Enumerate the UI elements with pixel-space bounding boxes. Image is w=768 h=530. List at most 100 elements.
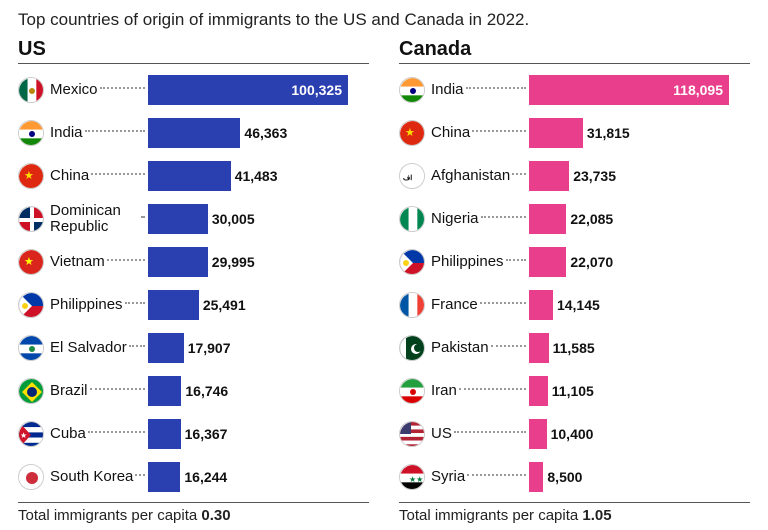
chart-row: Mexico 100,325	[18, 68, 369, 111]
leader-dots	[141, 216, 145, 218]
flag-icon	[18, 464, 44, 490]
leader-dots	[90, 388, 145, 390]
chart-canada: CanadaIndia118,095★China31,815افAfghanis…	[399, 38, 750, 524]
bar-cell: 100,325	[148, 75, 358, 105]
country-name: China	[431, 125, 470, 141]
bar-value: 11,585	[553, 340, 595, 356]
chart-row: ★ China 31,815	[399, 111, 750, 154]
bar-value: 10,400	[551, 426, 594, 442]
chart-row: India 46,363	[18, 111, 369, 154]
leader-dots	[466, 87, 526, 89]
label-cell: Nigeria	[399, 206, 529, 232]
flag-icon	[399, 249, 425, 275]
country-name: Iran	[431, 383, 457, 399]
bar-value: 30,005	[212, 211, 255, 227]
chart-row: ★ Cuba 16,367	[18, 412, 369, 455]
flag-icon	[18, 77, 44, 103]
chart-us: USMexico100,325India46,363★China41,483Do…	[18, 38, 369, 524]
bar-value: 31,815	[587, 125, 630, 141]
footer-prefix: Total immigrants per capita	[399, 507, 582, 524]
bar-value: 16,244	[184, 469, 227, 485]
country-name: Mexico	[50, 82, 98, 98]
svg-text:★: ★	[405, 127, 415, 139]
chart-row: ★China41,483	[18, 154, 369, 197]
label-cell: US	[399, 421, 529, 447]
bar: 16,244	[148, 462, 180, 492]
chart-row: El Salvador17,907	[18, 326, 369, 369]
flag-icon: ★	[18, 421, 44, 447]
bar: 31,815	[529, 118, 583, 148]
label-cell: South Korea	[18, 464, 148, 490]
country-name: India	[50, 125, 83, 141]
bar-cell: 31,815	[529, 118, 739, 148]
bar-cell: 29,995	[148, 247, 358, 277]
label-cell: اف Afghanistan	[399, 163, 529, 189]
bar-value: 22,085	[570, 211, 613, 227]
country-name: India	[431, 82, 464, 98]
leader-dots	[125, 302, 145, 304]
label-cell: Philippines	[399, 249, 529, 275]
footer-value: 0.30	[201, 507, 230, 524]
label-cell: ★★Syria	[399, 464, 529, 490]
leader-dots	[512, 173, 526, 175]
label-cell: Pakistan	[399, 335, 529, 361]
flag-icon	[18, 292, 44, 318]
chart-footer: Total immigrants per capita 0.30	[18, 502, 369, 524]
svg-text:★: ★	[20, 431, 27, 440]
bar-cell: 10,400	[529, 419, 739, 449]
bar-value: 118,095	[673, 82, 729, 98]
flag-icon	[399, 77, 425, 103]
bar: 16,367	[148, 419, 181, 449]
country-name: US	[431, 426, 452, 442]
chart-header: US	[18, 38, 369, 64]
chart-row: Nigeria 22,085	[399, 197, 750, 240]
bar-cell: 41,483	[148, 161, 358, 191]
country-name: France	[431, 297, 478, 313]
bar-cell: 22,070	[529, 247, 739, 277]
bar: 11,105	[529, 376, 548, 406]
country-name: Cuba	[50, 426, 86, 442]
chart-title: Top countries of origin of immigrants to…	[18, 10, 750, 30]
bar-value: 46,363	[244, 125, 287, 141]
country-name: Afghanistan	[431, 168, 510, 184]
flag-icon	[18, 378, 44, 404]
country-name: El Salvador	[50, 340, 127, 356]
bar-value: 16,367	[185, 426, 228, 442]
bar: 30,005	[148, 204, 208, 234]
flag-icon	[18, 120, 44, 146]
label-cell: El Salvador	[18, 335, 148, 361]
bar: 41,483	[148, 161, 231, 191]
bar-cell: 118,095	[529, 75, 739, 105]
bar-cell: 23,735	[529, 161, 739, 191]
country-name: Vietnam	[50, 254, 105, 270]
bar: 29,995	[148, 247, 208, 277]
chart-row: Iran 11,105	[399, 369, 750, 412]
flag-icon: اف	[399, 163, 425, 189]
chart-row: Dominican Republic30,005	[18, 197, 369, 240]
flag-icon	[399, 292, 425, 318]
svg-text:★: ★	[24, 256, 34, 268]
bar-cell: 16,746	[148, 376, 358, 406]
bar-value: 16,746	[185, 383, 228, 399]
bar-value: 29,995	[212, 254, 255, 270]
leader-dots	[85, 130, 145, 132]
leader-dots	[491, 345, 526, 347]
bar: 14,145	[529, 290, 553, 320]
chart-row: اف Afghanistan 23,735	[399, 154, 750, 197]
bar-value: 14,145	[557, 297, 600, 313]
bar: 16,746	[148, 376, 181, 406]
chart-row: US 10,400	[399, 412, 750, 455]
leader-dots	[107, 259, 145, 261]
country-name: China	[50, 168, 89, 184]
svg-text:★★: ★★	[409, 475, 423, 484]
bar: 118,095	[529, 75, 729, 105]
chart-row: India 118,095	[399, 68, 750, 111]
bar-cell: 46,363	[148, 118, 358, 148]
leader-dots	[454, 431, 526, 433]
bar: 25,491	[148, 290, 199, 320]
flag-icon	[399, 335, 425, 361]
bar: 100,325	[148, 75, 348, 105]
label-cell: Dominican Republic	[18, 203, 148, 235]
bar-cell: 16,367	[148, 419, 358, 449]
bar-cell: 8,500	[529, 462, 739, 492]
